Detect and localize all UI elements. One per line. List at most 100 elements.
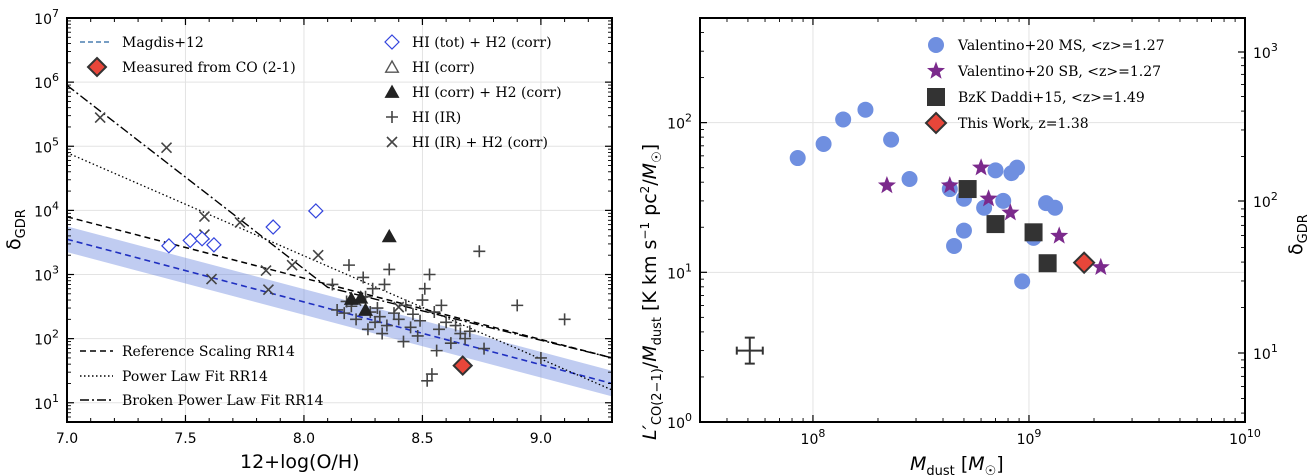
valentino-ms-point — [995, 192, 1012, 209]
hi-ir-point — [388, 307, 400, 320]
secondary-y-tick-label: 101 — [1253, 342, 1278, 363]
left-ticks: 7.0 7.5 8.0 8.5 9.0 101 102 103 104 105 106 107 — [34, 7, 613, 447]
legend-upper-right-label: HI (IR) — [412, 110, 461, 126]
right-legend-label: Valentino+20 SB, <z>=1.27 — [957, 64, 1161, 80]
typical-error-bar — [735, 336, 764, 365]
right-gridlines — [700, 18, 1245, 422]
hi-ir-point — [478, 342, 491, 355]
hi-ir-point — [558, 313, 571, 326]
hi-corr-h2-point — [358, 302, 374, 316]
hi-ir-point — [473, 245, 486, 258]
valentino-ms-point — [901, 171, 918, 188]
legend-filled-triangle — [384, 84, 400, 98]
legend-measured-label: Measured from CO (2-1) — [122, 60, 296, 76]
hi-ir-point — [449, 319, 462, 332]
right-y-tick-label: 100 — [667, 411, 692, 432]
left-x-tick-label: 7.5 — [174, 431, 196, 447]
left-x-axis-label: 12+log(O/H) — [240, 451, 360, 473]
right-x-tick-label: 1010 — [1229, 427, 1261, 448]
right-y-axis-label: L′CO(2−1)/Mdust [K km s−1 pc2/M☉] — [638, 144, 665, 440]
left-x-tick-label: 8.5 — [411, 431, 433, 447]
right-x-tick-label: 109 — [1017, 427, 1042, 448]
bzk-daddi-point — [1024, 223, 1043, 242]
hi-ir-h2-point — [205, 273, 218, 285]
hi-ir-point — [376, 327, 389, 340]
left-y-axis-label: δGDR — [3, 209, 29, 250]
legend-ms-swatch — [928, 37, 944, 53]
hi-tot-h2-point — [161, 237, 177, 254]
hi-ir-h2-point — [198, 211, 211, 223]
hi-tot-h2-point — [206, 237, 222, 253]
legend-sb-swatch — [927, 61, 945, 79]
left-data-points — [94, 112, 571, 387]
hi-ir-point — [392, 313, 405, 326]
right-y-tick-label: 102 — [667, 112, 692, 133]
hi-ir-point — [331, 303, 344, 316]
valentino-ms-point — [815, 135, 832, 152]
right-x-axis-label: Mdust [M☉] — [910, 453, 1004, 476]
hi-ir-h2-point — [262, 284, 274, 296]
hi-ir-point — [404, 321, 417, 334]
hi-ir-h2-point — [393, 301, 405, 313]
valentino-sb-point — [940, 176, 959, 194]
hi-ir-point — [373, 310, 386, 323]
hi-corr-h2-point — [381, 228, 397, 243]
legend-measured-swatch — [86, 56, 108, 78]
hi-ir-point — [435, 299, 448, 312]
hi-ir-point — [534, 351, 547, 364]
power-law-line — [67, 152, 612, 391]
valentino-ms-point — [987, 162, 1004, 179]
right-legend-label: BzK Daddi+15, <z>=1.49 — [958, 90, 1145, 106]
left-panel: 7.0 7.5 8.0 8.5 9.0 101 102 103 104 105 106 107 12+… — [3, 7, 613, 473]
valentino-ms-point — [1047, 199, 1064, 216]
hi-ir-point — [380, 319, 393, 332]
valentino-ms-point — [1008, 159, 1025, 176]
legend-this-work-swatch — [924, 111, 948, 135]
valentino-sb-point — [877, 176, 896, 194]
legend-upper-right-label: HI (corr) + H2 (corr) — [412, 85, 562, 101]
legend-upper-right-label: HI (IR) + H2 (corr) — [412, 135, 548, 151]
left-x-tick-label: 8.0 — [293, 431, 315, 447]
hi-ir-point — [397, 335, 410, 348]
hi-tot-h2-point — [307, 203, 324, 219]
hi-ir-h2-point — [94, 112, 106, 124]
hi-corr-h2-point — [353, 290, 369, 304]
right-legend-label: This Work, z=1.38 — [958, 116, 1089, 132]
hi-ir-point — [411, 329, 424, 342]
hi-ir-h2-point — [286, 259, 298, 271]
hi-ir-point — [444, 337, 457, 350]
right-legend-label: Valentino+20 MS, <z>=1.27 — [957, 38, 1165, 54]
right-axes-frame — [699, 17, 1246, 423]
left-model-lines — [67, 84, 612, 397]
left-y-tick-label: 105 — [34, 135, 59, 156]
left-y-tick-label: 106 — [34, 71, 59, 92]
hi-ir-h2-point — [234, 216, 246, 228]
valentino-sb-point — [1001, 203, 1020, 221]
valentino-ms-point — [1014, 273, 1031, 290]
hi-ir-point — [459, 332, 472, 345]
valentino-sb-point — [979, 189, 998, 207]
magdis-line — [67, 238, 612, 385]
hi-ir-h2-point — [160, 142, 173, 154]
hi-ir-h2-point — [312, 249, 324, 261]
legend-bzk-swatch — [927, 88, 945, 106]
valentino-ms-point — [946, 237, 963, 254]
hi-ir-point — [425, 368, 438, 381]
left-y-tick-label: 104 — [34, 199, 59, 220]
right-secondary-y-axis-label: δGDR — [1285, 214, 1310, 255]
hi-tot-h2-point — [265, 219, 282, 235]
valentino-ms-point — [883, 131, 900, 148]
hi-ir-point — [366, 282, 379, 295]
left-gridlines — [66, 18, 612, 422]
valentino-ms-point — [835, 111, 852, 128]
valentino-sb-point — [972, 158, 991, 176]
this-work-point — [1072, 251, 1096, 275]
legend-upper-right-label: HI (corr) — [412, 60, 475, 76]
hi-ir-point — [418, 282, 431, 295]
valentino-sb-point — [1050, 226, 1069, 244]
hi-ir-point — [342, 259, 355, 272]
hi-ir-point — [378, 278, 391, 291]
hi-ir-point — [406, 308, 419, 321]
legend-lower-label: Broken Power Law Fit RR14 — [122, 393, 324, 409]
legend-open-triangle — [384, 59, 400, 73]
